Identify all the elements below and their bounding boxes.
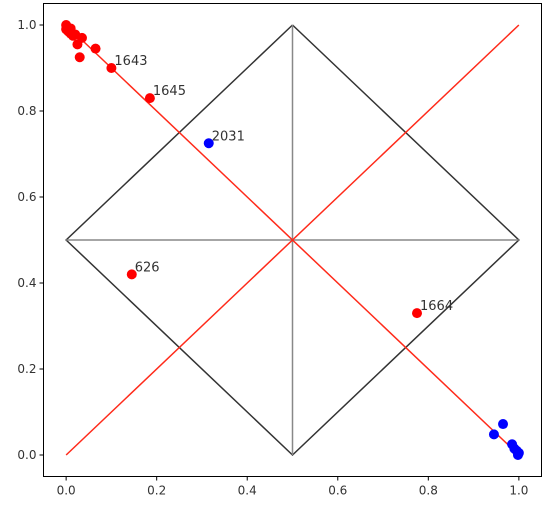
y-tick-label: 0.0 bbox=[17, 448, 36, 462]
point-s0-9 bbox=[76, 32, 87, 43]
annotation-626: 626 bbox=[135, 260, 160, 275]
y-tick-label: 0.2 bbox=[17, 362, 36, 376]
x-tick-label: 1.0 bbox=[509, 484, 528, 498]
point-s1-7 bbox=[512, 450, 523, 460]
y-axis: 0.0 0.2 0.4 0.6 0.8 1.0 bbox=[17, 18, 44, 462]
reference-line-4 bbox=[65, 24, 520, 456]
point-s1-2 bbox=[498, 419, 509, 430]
point-s0-11 bbox=[106, 63, 117, 73]
x-tick-label: 0.8 bbox=[419, 484, 438, 498]
point-s0-10 bbox=[90, 43, 101, 54]
point-s1-0 bbox=[203, 138, 214, 149]
point-annotations: 1643 1645 2031 626 1664 bbox=[114, 54, 453, 314]
x-tick-label: 0.6 bbox=[328, 484, 347, 498]
y-tick-label: 0.6 bbox=[17, 190, 36, 204]
annotation-1643: 1643 bbox=[114, 54, 147, 69]
y-tick-label: 1.0 bbox=[17, 18, 36, 32]
point-s0-12 bbox=[144, 93, 155, 104]
x-tick-label: 0.0 bbox=[57, 484, 76, 498]
data-points bbox=[61, 20, 524, 460]
plot-frame bbox=[43, 3, 542, 477]
annotation-2031: 2031 bbox=[212, 129, 245, 144]
point-s0-13 bbox=[126, 269, 137, 280]
x-tick-label: 0.4 bbox=[238, 484, 257, 498]
point-s1-1 bbox=[488, 429, 499, 440]
y-tick-label: 0.4 bbox=[17, 276, 36, 290]
point-s0-14 bbox=[412, 308, 422, 319]
x-axis: 0.0 0.2 0.4 0.6 0.8 1.0 bbox=[57, 476, 528, 498]
reference-lines bbox=[65, 24, 520, 457]
y-tick-label: 0.8 bbox=[17, 104, 36, 118]
annotation-1645: 1645 bbox=[153, 84, 186, 99]
x-tick-label: 0.2 bbox=[147, 484, 166, 498]
point-s0-8 bbox=[74, 52, 85, 63]
annotation-1664: 1664 bbox=[420, 299, 453, 314]
